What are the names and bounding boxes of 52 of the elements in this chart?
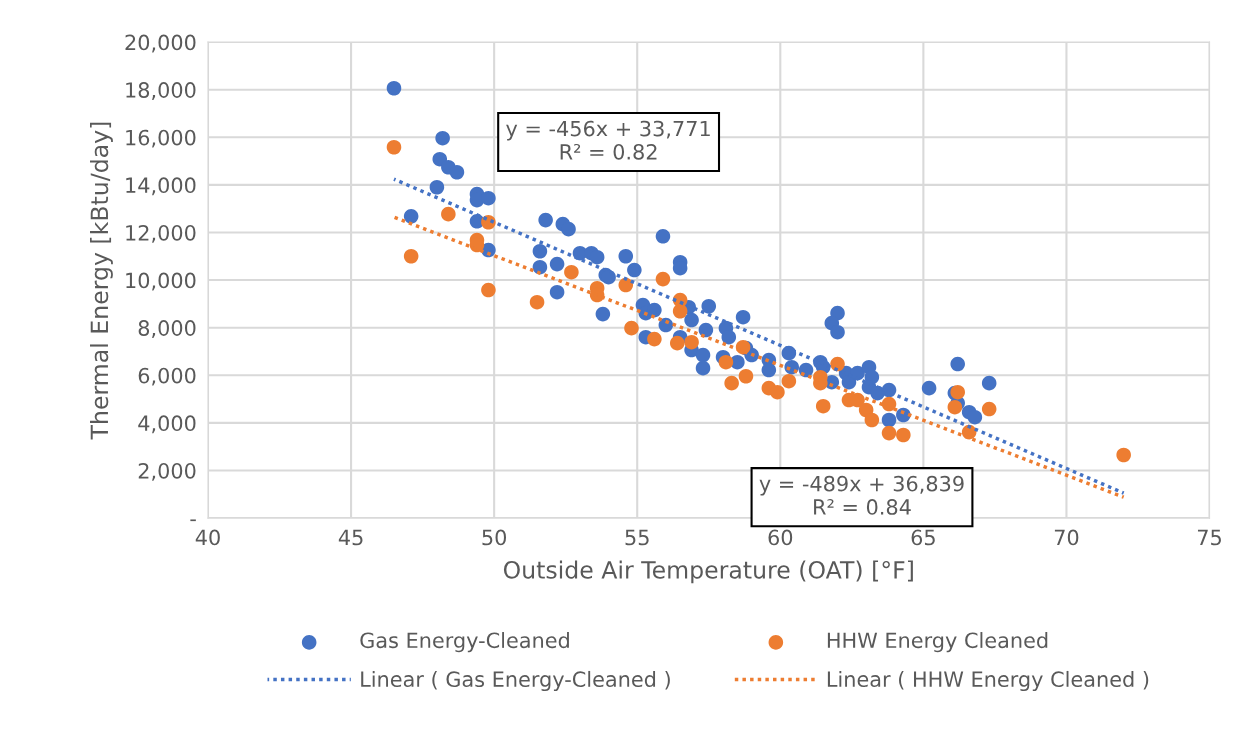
x-tick-label: 55 [625,529,649,546]
legend-label: Gas Energy-Cleaned [360,632,569,653]
point [724,375,739,391]
x-tick-label: 75 [1197,529,1221,546]
point [738,368,754,384]
annotation: y = -456x + 33,771 R² = 0.82 [506,120,710,160]
point [896,427,911,443]
point [672,303,688,319]
point [529,294,545,310]
point [1116,447,1131,463]
point [770,384,785,400]
y-tick-label: 2,000 [138,462,196,481]
point [669,335,685,351]
point [655,271,671,287]
point [718,354,734,370]
x-tick-label: 65 [911,529,935,546]
y-tick-label: 12,000 [126,224,196,243]
point [441,206,456,222]
point [684,334,699,350]
point [815,398,831,414]
point [564,264,579,280]
y-tick-label: 16,000 [126,129,196,148]
y-tick-label: 14,000 [126,177,196,196]
point [981,401,997,417]
point [624,320,639,336]
point [647,331,662,347]
x-tick-label: 70 [1054,529,1079,546]
y-tick-label: - [190,519,196,522]
x-axis-title: Outside Air Temperature (OAT) [°F] [503,560,913,584]
legend-label: Linear ( Gas Energy-Cleaned ) [361,670,670,692]
annotation: y = -489x + 36,839 R² = 0.84 [759,475,964,515]
x-tick-label: 40 [195,529,220,546]
y-tick-label: 6,000 [138,367,196,386]
point [781,373,797,389]
y-tick-label: 18,000 [126,82,196,100]
y-tick-label: 4,000 [138,415,196,434]
x-tick-label: 45 [338,529,363,546]
point [947,399,963,415]
y-tick-label: 20,000 [125,34,196,53]
point [864,412,880,428]
legend-label: HHW Energy Cleaned [827,632,1048,653]
point [830,356,845,372]
point [386,139,402,155]
point [481,282,496,298]
legend-label: Linear ( HHW Energy Cleaned ) [827,670,1149,692]
x-tick-label: 60 [768,529,793,546]
point [403,248,419,264]
x-tick-label: 50 [482,529,507,546]
y-axis-title: Thermal Energy [kBtu/day] [90,122,113,440]
y-tick-label: 8,000 [138,320,196,339]
y-tick-label: 10,000 [126,272,196,291]
point [881,425,897,441]
